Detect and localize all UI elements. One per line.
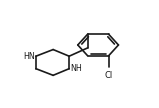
Text: NH: NH: [70, 64, 82, 73]
Text: Cl: Cl: [104, 71, 113, 80]
Text: HN: HN: [23, 52, 35, 61]
